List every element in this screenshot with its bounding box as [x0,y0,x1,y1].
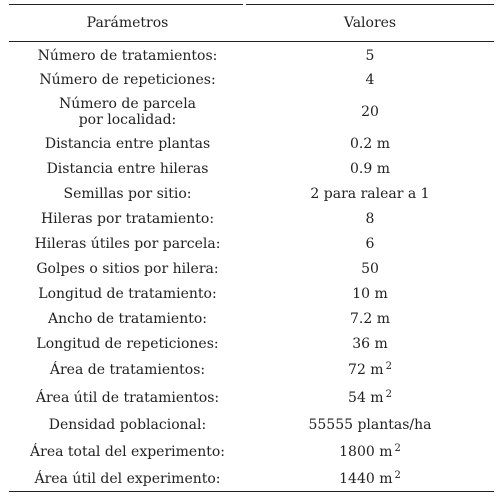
value-cell: 6 [246,231,494,256]
value-cell: 2 para ralear a 1 [246,181,494,206]
value-cell: 0.2 m [246,132,494,156]
parameter-cell: Longitud de tratamiento: [38,285,217,302]
value-text: 1440 m [339,470,393,487]
value-cell: 4 [246,68,494,92]
value-cell: 10 m [246,281,494,306]
parameter-cell: Hileras por tratamiento: [40,210,215,227]
value-superscript: 2 [394,442,401,454]
parameter-cell: Golpes o sitios por hilera: [36,260,219,277]
value-text: 1800 m [339,443,393,460]
parameter-cell: Área útil del experimento: [34,470,221,487]
value-text: 10 m [352,285,388,302]
parameter-cell: Distancia entre plantas [44,136,211,152]
bottom-rule [9,491,494,492]
value-text: 50 [361,260,379,277]
parameter-cell: Número de repeticiones: [39,72,216,88]
top-rule-right [246,4,494,5]
value-cell: 20 [246,92,494,132]
parameter-cell: Área útil de tratamientos: [35,390,220,406]
parameter-cell: Ancho de tratamiento: [47,310,208,327]
parameter-cell: Longitud de repeticiones: [36,335,219,352]
parameter-cell: Densidad poblacional: [48,416,207,433]
header-rule [9,41,494,42]
value-text: 7.2 m [350,310,390,327]
value-cell: 7.2 m [246,306,494,331]
parameter-cell: Área total del experimento: [30,443,225,460]
value-text: 72 m [348,362,384,378]
header-valores: Valores [343,14,397,31]
parameter-cell: Semillas por sitio: [63,185,192,202]
value-text: 0.9 m [350,160,390,177]
value-text: 5 [365,48,375,64]
value-text: 36 m [352,335,388,352]
value-text: 8 [365,210,375,227]
value-cell: 0.9 m [246,156,494,181]
value-text: 20 [361,104,379,120]
value-text: 0.2 m [350,136,390,152]
top-rule-left [9,4,243,5]
value-cell: 55555 plantas/ha [246,412,494,437]
value-superscript: 2 [385,361,392,372]
value-text: 55555 plantas/ha [308,416,432,433]
parameter-cell: Hileras útiles por parcela: [34,235,221,252]
parameter-cell: Número de parcela por localidad: [58,96,197,128]
value-cell: 8 [246,206,494,231]
value-cell: 5 [246,44,494,68]
value-text: 2 para ralear a 1 [310,185,430,202]
table-header: Parámetros Valores [9,4,494,41]
value-text: 4 [365,72,375,88]
parameter-cell: Número de tratamientos: [37,48,218,64]
value-cell: 36 m [246,331,494,356]
value-text: 6 [365,235,375,252]
value-text: 54 m [348,390,384,406]
header-parametros: Parámetros [86,14,169,31]
value-superscript: 2 [385,389,392,400]
parameter-cell: Área de tratamientos: [49,362,206,378]
value-cell: 50 [246,256,494,281]
value-superscript: 2 [394,469,401,481]
parameter-cell: Distancia entre hileras [46,160,209,177]
